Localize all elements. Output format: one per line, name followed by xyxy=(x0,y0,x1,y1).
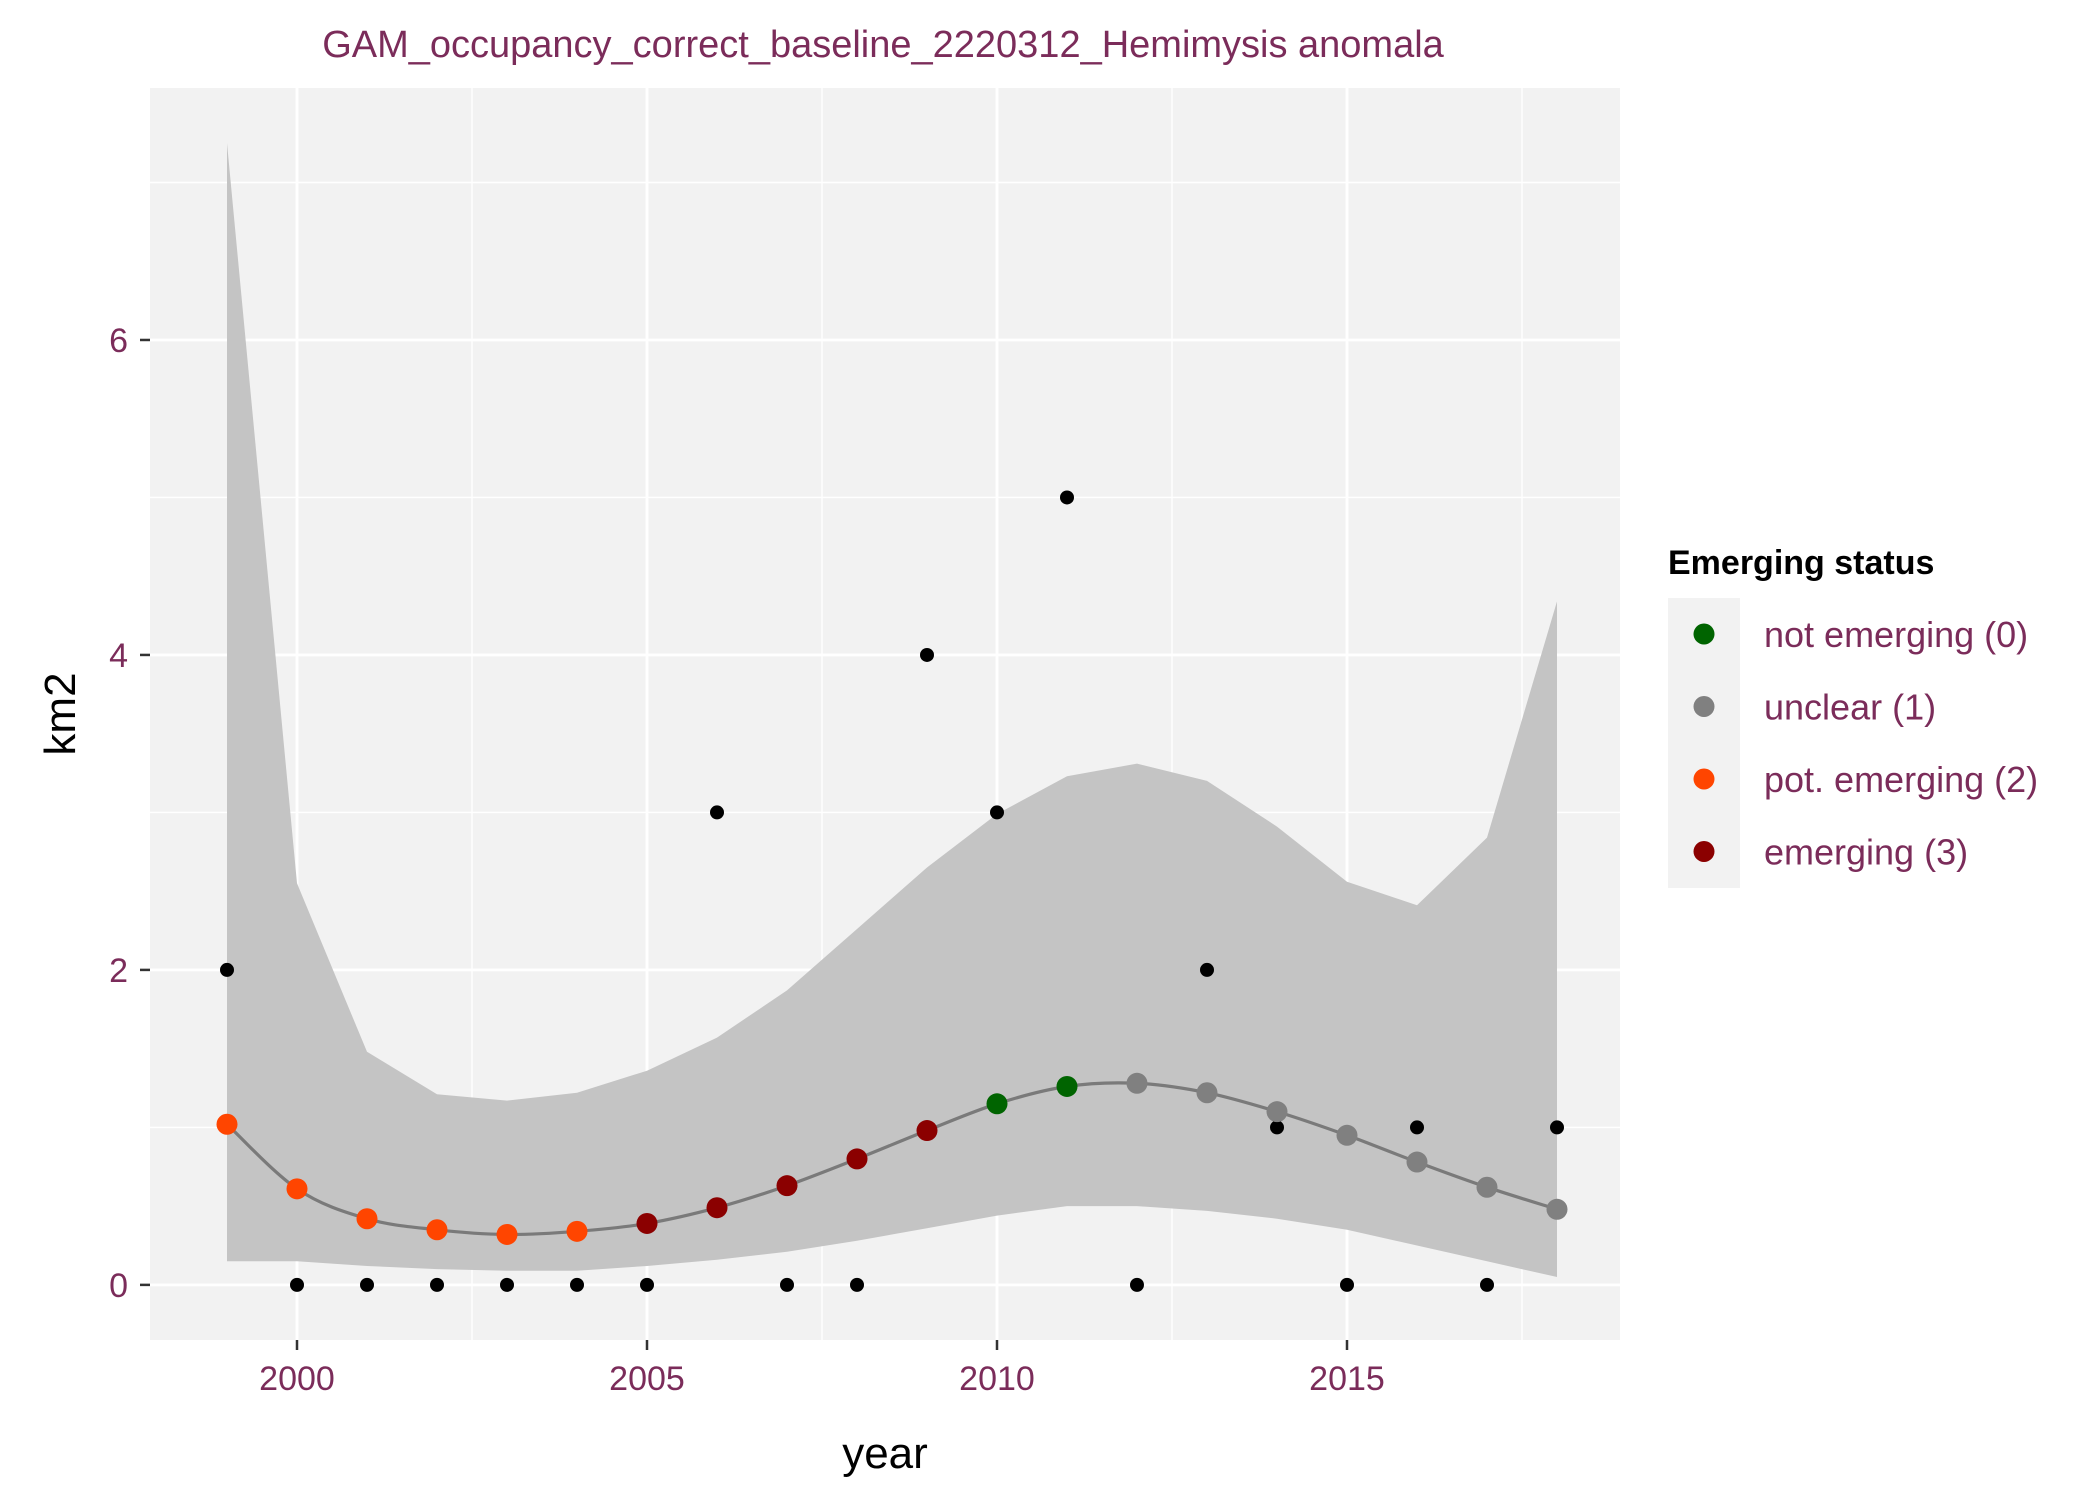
observed-point xyxy=(1130,1277,1144,1292)
fitted-point xyxy=(1336,1124,1358,1146)
observed-point xyxy=(640,1277,654,1292)
observed-point xyxy=(1550,1120,1564,1135)
fitted-points xyxy=(216,1072,1568,1245)
y-tick-label: 4 xyxy=(109,637,128,675)
fitted-point xyxy=(566,1220,588,1242)
fitted-point xyxy=(286,1178,308,1200)
observed-point xyxy=(360,1277,374,1292)
observed-point xyxy=(1340,1277,1354,1292)
legend-key-background xyxy=(1668,598,1740,888)
fitted-point xyxy=(496,1223,518,1245)
legend-key xyxy=(1693,841,1715,862)
fitted-point xyxy=(1406,1151,1428,1173)
observed-point xyxy=(290,1277,304,1292)
x-axis: 2000 2005 2010 2015 xyxy=(259,1340,1385,1398)
legend-key xyxy=(1693,768,1715,790)
observed-point xyxy=(710,805,724,820)
observed-point xyxy=(1200,962,1214,977)
y-axis-title: km2 xyxy=(36,672,85,755)
x-tick-label: 2010 xyxy=(959,1360,1035,1398)
legend-title: Emerging status xyxy=(1668,544,1934,582)
fitted-point xyxy=(1476,1176,1498,1198)
legend: Emerging status not emerging (0) unclear … xyxy=(1668,544,2038,888)
fitted-point xyxy=(1126,1072,1148,1094)
fitted-point xyxy=(1266,1101,1288,1123)
fitted-point xyxy=(636,1212,658,1234)
confidence-ribbon xyxy=(227,143,1557,1278)
observed-point xyxy=(1270,1120,1284,1135)
observed-point xyxy=(500,1277,514,1292)
legend-key xyxy=(1693,696,1715,717)
fitted-point xyxy=(216,1113,238,1135)
observed-point xyxy=(1480,1277,1494,1292)
observed-point xyxy=(430,1277,444,1292)
legend-key xyxy=(1693,623,1715,645)
fitted-point xyxy=(1546,1198,1568,1220)
legend-label: unclear (1) xyxy=(1764,687,1936,728)
y-axis: 0 2 4 6 xyxy=(109,322,150,1305)
chart-title: GAM_occupancy_correct_baseline_2220312_H… xyxy=(322,24,1444,66)
observed-point xyxy=(920,647,934,662)
fitted-point xyxy=(846,1148,868,1170)
x-tick-label: 2005 xyxy=(609,1360,685,1398)
fitted-point xyxy=(1196,1082,1218,1104)
fitted-point xyxy=(706,1197,728,1219)
minor-gridlines xyxy=(150,88,1620,1340)
fitted-point xyxy=(916,1120,938,1142)
y-tick-label: 2 xyxy=(109,952,128,990)
x-tick-label: 2015 xyxy=(1309,1360,1385,1398)
observed-point xyxy=(1410,1120,1424,1135)
fitted-point xyxy=(356,1208,378,1230)
fitted-point xyxy=(426,1219,448,1241)
legend-label: pot. emerging (2) xyxy=(1764,759,2038,800)
observed-point xyxy=(570,1277,584,1292)
y-tick-label: 6 xyxy=(109,322,128,360)
observed-point xyxy=(1060,490,1074,505)
legend-label: not emerging (0) xyxy=(1764,614,2028,655)
fitted-point xyxy=(776,1175,798,1197)
observed-points xyxy=(220,490,1564,1292)
y-tick-label: 0 xyxy=(109,1267,128,1305)
x-tick-label: 2000 xyxy=(259,1360,335,1398)
observed-point xyxy=(220,962,234,977)
observed-point xyxy=(850,1277,864,1292)
observed-point xyxy=(780,1277,794,1292)
fitted-point xyxy=(986,1093,1008,1115)
x-axis-title: year xyxy=(842,1429,928,1478)
fitted-point xyxy=(1056,1075,1078,1097)
observed-point xyxy=(990,805,1004,820)
legend-label: emerging (3) xyxy=(1764,832,1968,873)
